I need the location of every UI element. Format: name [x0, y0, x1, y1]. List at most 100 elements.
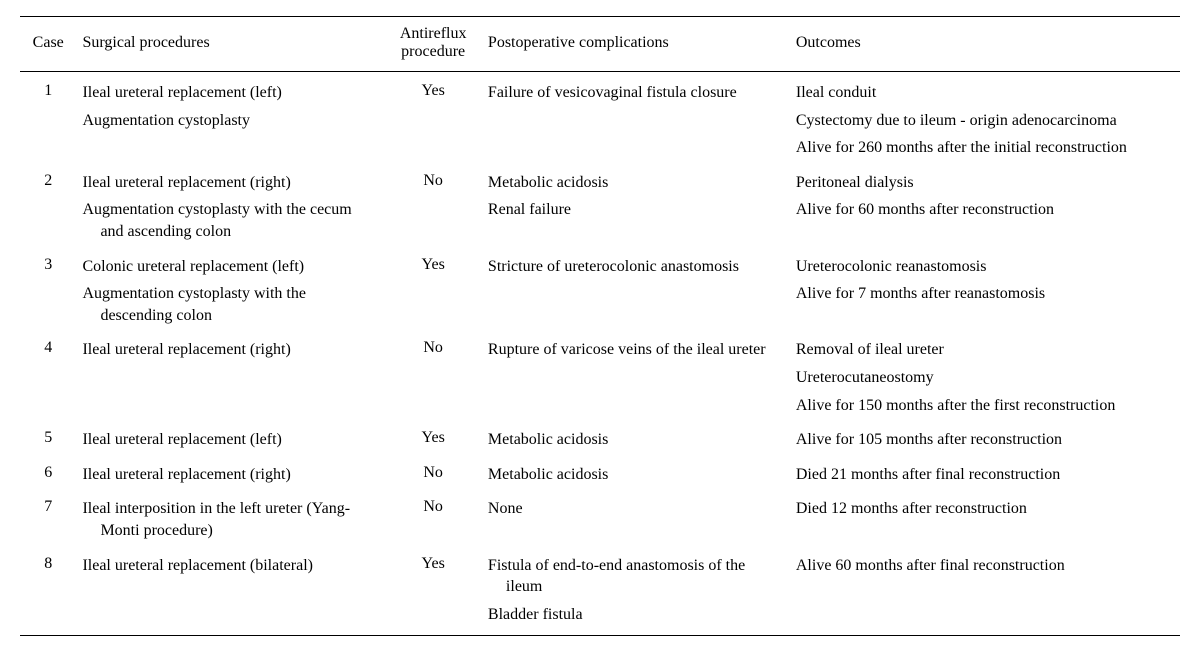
cell-complication: Metabolic acidosis — [482, 419, 790, 454]
procedure-text: Ileal ureteral replacement (right) — [82, 464, 378, 486]
table-row: Augmentation cystoplasty with the cecum … — [20, 196, 1180, 245]
cell-outcome: Alive for 60 months after reconstruction — [790, 196, 1180, 245]
table-row: Ureterocutaneostomy — [20, 364, 1180, 392]
cell-antireflux: Yes — [384, 545, 482, 601]
cell-case: 1 — [20, 72, 76, 107]
outcome-text: Alive for 260 months after the initial r… — [796, 137, 1174, 159]
clinical-table: Case Surgical procedures Antireflux proc… — [20, 16, 1180, 636]
cell-case: 7 — [20, 488, 76, 544]
complication-text: Bladder fistula — [488, 604, 784, 626]
cell-case — [20, 392, 76, 420]
cell-antireflux — [384, 392, 482, 420]
col-header-complications: Postoperative complications — [482, 17, 790, 72]
table-row: 4Ileal ureteral replacement (right)NoRup… — [20, 329, 1180, 364]
cell-outcome: Cystectomy due to ileum - origin adenoca… — [790, 107, 1180, 135]
table-row: 3 Colonic ureteral replacement (left) Yes S… — [20, 246, 1180, 281]
cell-procedure — [76, 392, 384, 420]
complication-text: Stricture of ureterocolonic anastomosis — [488, 256, 784, 278]
outcome-text: Ileal conduit — [796, 82, 1174, 104]
cell-antireflux: No — [384, 454, 482, 489]
cell-outcome: Died 12 months after reconstruction — [790, 488, 1180, 544]
cell-complication: Metabolic acidosis — [482, 162, 790, 197]
cell-complication: Bladder fistula — [482, 601, 790, 636]
complication-text: Metabolic acidosis — [488, 429, 784, 451]
cell-case — [20, 280, 76, 329]
outcome-text: Ureterocutaneostomy — [796, 367, 1174, 389]
complication-text: None — [488, 498, 784, 520]
cell-complication: Rupture of varicose veins of the ileal u… — [482, 329, 790, 364]
cell-complication: Fistula of end-to-end anastomosis of the… — [482, 545, 790, 601]
cell-procedure: Ileal ureteral replacement (right) — [76, 162, 384, 197]
complication-text: Metabolic acidosis — [488, 172, 784, 194]
cell-complication: Metabolic acidosis — [482, 454, 790, 489]
procedure-text: Augmentation cystoplasty with the descen… — [82, 283, 378, 326]
cell-antireflux: Yes — [384, 246, 482, 281]
cell-procedure: Ileal ureteral replacement (right) — [76, 454, 384, 489]
table-row: 5 Ileal ureteral replacement (left) Yes Met… — [20, 419, 1180, 454]
cell-antireflux: No — [384, 162, 482, 197]
outcome-text: Alive for 150 months after the first rec… — [796, 395, 1174, 417]
cell-antireflux — [384, 107, 482, 135]
cell-case: 5 — [20, 419, 76, 454]
cell-case: 3 — [20, 246, 76, 281]
cell-complication — [482, 392, 790, 420]
col-header-antireflux: Antireflux procedure — [384, 17, 482, 72]
cell-complication — [482, 364, 790, 392]
procedure-text: Augmentation cystoplasty with the cecum … — [82, 199, 378, 242]
cell-complication — [482, 280, 790, 329]
cell-outcome: Alive 60 months after final reconstructi… — [790, 545, 1180, 601]
cell-antireflux: No — [384, 488, 482, 544]
outcome-text: Alive for 60 months after reconstruction — [796, 199, 1174, 221]
outcome-text: Alive 60 months after final reconstructi… — [796, 555, 1174, 577]
procedure-text: Ileal ureteral replacement (left) — [82, 82, 378, 104]
cell-procedure: Augmentation cystoplasty — [76, 107, 384, 135]
procedure-text: Colonic ureteral replacement (left) — [82, 256, 378, 278]
table-row: Alive for 150 months after the first rec… — [20, 392, 1180, 420]
cell-outcome: Died 21 months after final reconstructio… — [790, 454, 1180, 489]
cell-case: 2 — [20, 162, 76, 197]
outcome-text: Peritoneal dialysis — [796, 172, 1174, 194]
cell-outcome: Alive for 150 months after the first rec… — [790, 392, 1180, 420]
cell-case — [20, 107, 76, 135]
cell-antireflux: Yes — [384, 419, 482, 454]
cell-procedure: Ileal interposition in the left ureter (… — [76, 488, 384, 544]
cell-procedure: Ileal ureteral replacement (left) — [76, 72, 384, 107]
col-header-procedures: Surgical procedures — [76, 17, 384, 72]
table-row: Bladder fistula — [20, 601, 1180, 636]
cell-procedure: Ileal ureteral replacement (bilateral) — [76, 545, 384, 601]
cell-procedure: Ileal ureteral replacement (right) — [76, 329, 384, 364]
cell-case: 8 — [20, 545, 76, 601]
cell-antireflux — [384, 134, 482, 162]
cell-complication: Stricture of ureterocolonic anastomosis — [482, 246, 790, 281]
cell-antireflux: No — [384, 329, 482, 364]
outcome-text: Ureterocolonic reanastomosis — [796, 256, 1174, 278]
cell-procedure — [76, 601, 384, 636]
table-row: Augmentation cystoplasty with the descen… — [20, 280, 1180, 329]
cell-outcome: Ileal conduit — [790, 72, 1180, 107]
cell-procedure: Colonic ureteral replacement (left) — [76, 246, 384, 281]
cell-case — [20, 364, 76, 392]
outcome-text: Alive for 105 months after reconstructio… — [796, 429, 1174, 451]
cell-outcome — [790, 601, 1180, 636]
cell-complication — [482, 134, 790, 162]
cell-outcome: Removal of ileal ureter — [790, 329, 1180, 364]
cell-outcome: Alive for 7 months after reanastomosis — [790, 280, 1180, 329]
outcome-text: Removal of ileal ureter — [796, 339, 1174, 361]
table-row: Alive for 260 months after the initial r… — [20, 134, 1180, 162]
table-row: 7Ileal interposition in the left ureter … — [20, 488, 1180, 544]
table-row: 1Ileal ureteral replacement (left)YesFai… — [20, 72, 1180, 107]
cell-case — [20, 601, 76, 636]
cell-antireflux — [384, 364, 482, 392]
cell-antireflux — [384, 601, 482, 636]
cell-outcome: Ureterocutaneostomy — [790, 364, 1180, 392]
outcome-text: Died 12 months after reconstruction — [796, 498, 1174, 520]
cell-case: 6 — [20, 454, 76, 489]
procedure-text: Ileal ureteral replacement (left) — [82, 429, 378, 451]
cell-complication — [482, 107, 790, 135]
complication-text: Fistula of end-to-end anastomosis of the… — [488, 555, 784, 598]
outcome-text: Alive for 7 months after reanastomosis — [796, 283, 1174, 305]
cell-procedure: Augmentation cystoplasty with the descen… — [76, 280, 384, 329]
cell-complication: Renal failure — [482, 196, 790, 245]
procedure-text: Ileal ureteral replacement (right) — [82, 172, 378, 194]
complication-text: Rupture of varicose veins of the ileal u… — [488, 339, 784, 361]
